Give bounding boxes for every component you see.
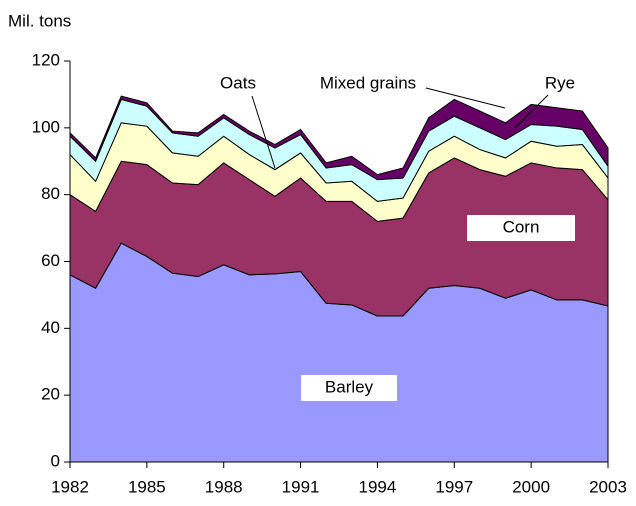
- series-label: Corn: [503, 217, 540, 236]
- series-label: Rye: [545, 73, 575, 92]
- x-tick-label: 2003: [589, 477, 627, 496]
- x-tick-label: 1988: [205, 477, 243, 496]
- y-tick-label: 0: [51, 451, 60, 470]
- series-label: Barley: [325, 377, 374, 396]
- area: [69, 95, 609, 181]
- x-tick-label: 1997: [435, 477, 473, 496]
- y-tick-label: 20: [41, 385, 60, 404]
- leader-line: [425, 87, 506, 109]
- x-tick-label: 1994: [359, 477, 397, 496]
- x-tick-label: 1991: [282, 477, 320, 496]
- y-tick-label: 60: [41, 251, 60, 270]
- y-tick-label: 80: [41, 184, 60, 203]
- y-tick-label: 40: [41, 318, 60, 337]
- x-tick-label: 1982: [51, 477, 89, 496]
- y-tick-label: 100: [32, 117, 60, 136]
- leader-line: [514, 94, 549, 129]
- y-axis-label: Mil. tons: [8, 11, 71, 30]
- label-box: [301, 375, 397, 401]
- series-label: Mixed grains: [320, 73, 416, 92]
- series-label: Oats: [220, 73, 256, 92]
- y-tick-label: 120: [32, 50, 60, 69]
- leader-line: [251, 95, 276, 169]
- x-tick-label: 2000: [512, 477, 550, 496]
- label-box: [467, 215, 575, 241]
- x-tick-label: 1985: [128, 477, 166, 496]
